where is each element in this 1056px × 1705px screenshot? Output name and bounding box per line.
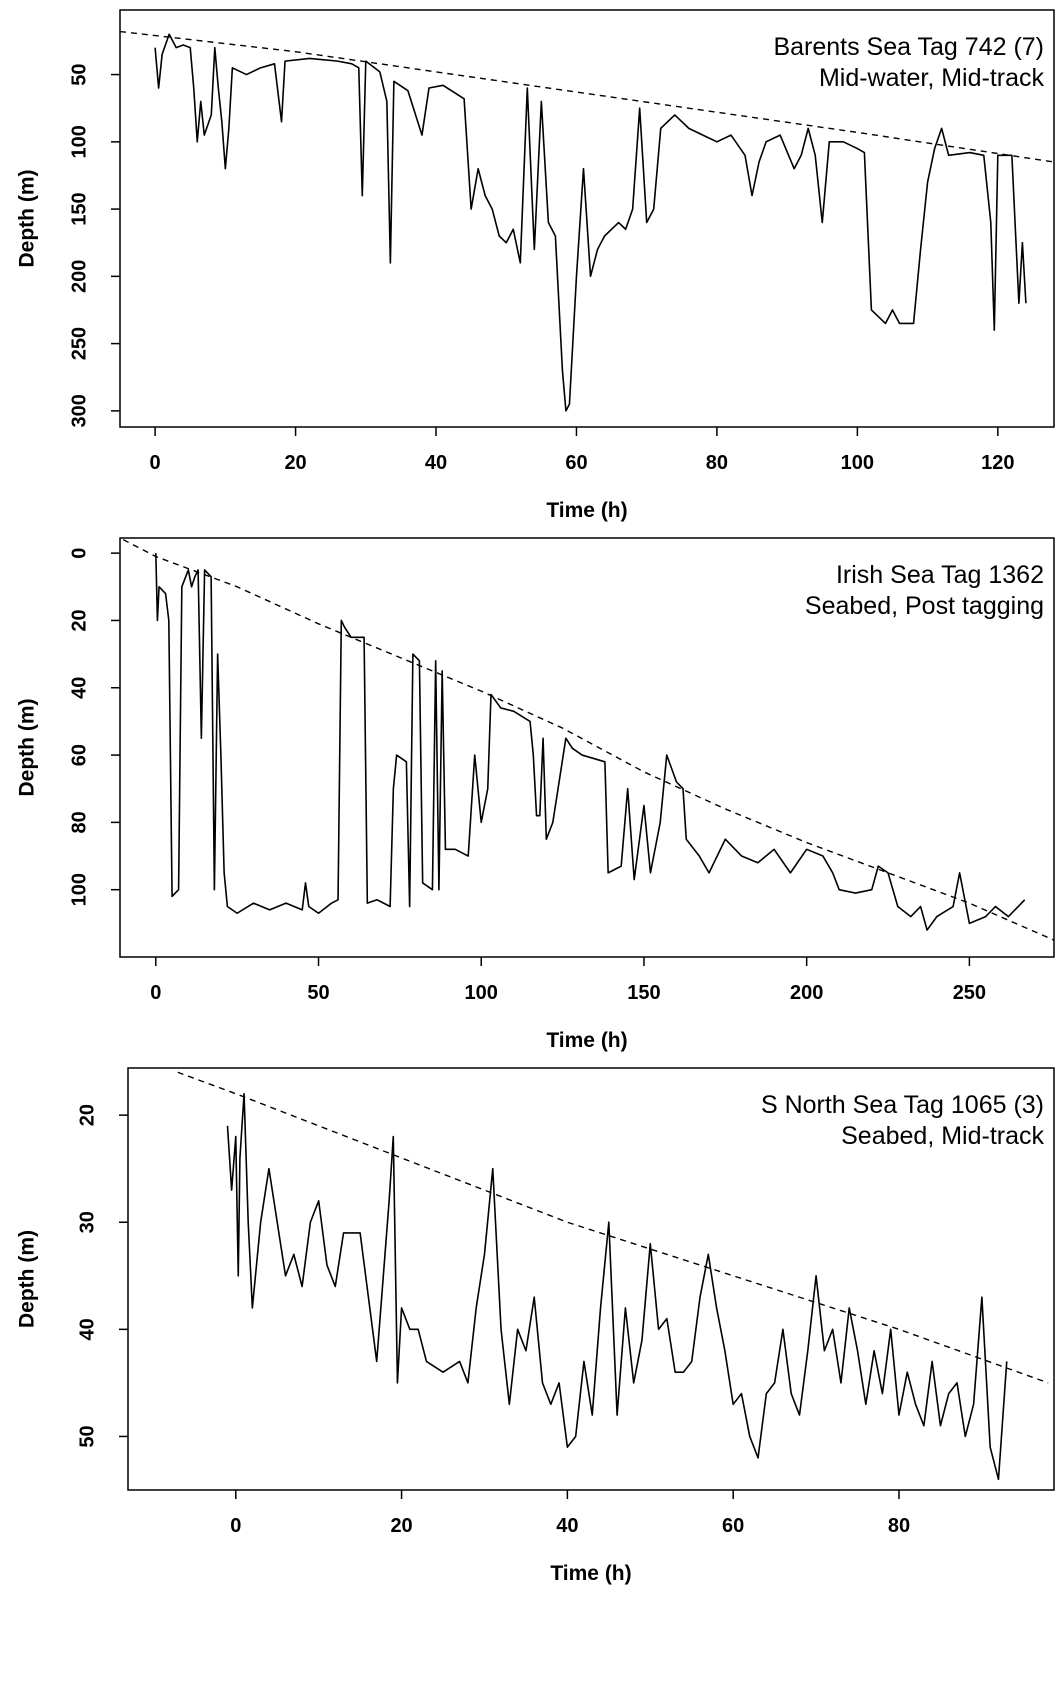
panel: 0 50 100 150 200 250 0 20 40 60 80 100 Time (h) Depth… <box>16 537 1055 1052</box>
x-tick-label: 50 <box>307 982 329 1004</box>
annotation: Mid-water, Mid-track <box>819 64 1045 92</box>
depth-line <box>155 553 1026 931</box>
y-tick-label: 0 <box>68 548 90 559</box>
y-tick-label: 200 <box>68 260 90 293</box>
y-tick-label: 40 <box>68 677 90 699</box>
depth-line <box>154 33 1027 412</box>
trend-line <box>120 30 1054 163</box>
annotation: Irish Sea Tag 1362 <box>836 561 1044 589</box>
annotation: Barents Sea Tag 742 (7) <box>773 33 1044 61</box>
x-tick-label: 40 <box>556 1515 578 1537</box>
x-tick-label: 80 <box>888 1515 910 1537</box>
x-tick-label: 100 <box>841 452 874 474</box>
annotation: Seabed, Post tagging <box>805 592 1044 620</box>
x-tick-label: 150 <box>627 982 660 1004</box>
trend-line <box>122 539 1054 941</box>
y-tick-label: 50 <box>76 1425 98 1447</box>
y-axis-title: Depth (m) <box>16 699 39 797</box>
y-tick-label: 100 <box>68 125 90 158</box>
x-tick-label: 80 <box>706 452 728 474</box>
plot-frame <box>119 9 1055 428</box>
plot-frame <box>127 1067 1055 1491</box>
x-tick-label: 40 <box>425 452 447 474</box>
y-tick-label: 80 <box>68 811 90 833</box>
panel: 0 20 40 60 80 100 120 50 100 150 200 250 300 Time (h)… <box>16 9 1055 522</box>
x-tick-label: 60 <box>722 1515 744 1537</box>
x-tick-label: 250 <box>953 982 986 1004</box>
x-tick-label: 20 <box>284 452 306 474</box>
y-tick-label: 300 <box>68 394 90 427</box>
x-tick-label: 60 <box>565 452 587 474</box>
y-axis-title: Depth (m) <box>16 170 39 268</box>
y-tick-label: 20 <box>76 1104 98 1126</box>
x-tick-label: 200 <box>790 982 823 1004</box>
panel: 0 20 40 60 80 20 30 40 50 Time (h) Depth (m) S Nort… <box>16 1067 1055 1585</box>
x-tick-label: 100 <box>465 982 498 1004</box>
depth-line <box>226 1092 1008 1481</box>
y-tick-label: 40 <box>76 1318 98 1340</box>
x-tick-label: 0 <box>230 1515 241 1537</box>
y-tick-label: 250 <box>68 327 90 360</box>
x-tick-label: 20 <box>390 1515 412 1537</box>
y-axis-title: Depth (m) <box>16 1230 39 1328</box>
annotation: S North Sea Tag 1065 (3) <box>761 1091 1044 1119</box>
y-tick-label: 60 <box>68 744 90 766</box>
y-tick-label: 150 <box>68 192 90 225</box>
x-tick-label: 0 <box>150 982 161 1004</box>
x-tick-label: 0 <box>150 452 161 474</box>
y-tick-label: 50 <box>68 63 90 85</box>
x-tick-label: 120 <box>981 452 1014 474</box>
y-tick-label: 100 <box>68 873 90 906</box>
x-axis-title: Time (h) <box>546 1029 627 1052</box>
y-tick-label: 30 <box>76 1211 98 1233</box>
y-tick-label: 20 <box>68 609 90 631</box>
annotation: Seabed, Mid-track <box>841 1122 1044 1150</box>
x-axis-title: Time (h) <box>550 1562 631 1585</box>
x-axis-title: Time (h) <box>546 499 627 522</box>
plot-frame <box>119 537 1055 958</box>
